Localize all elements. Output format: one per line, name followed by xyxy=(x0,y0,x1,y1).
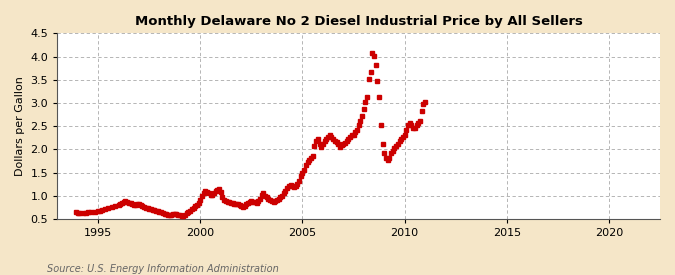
Y-axis label: Dollars per Gallon: Dollars per Gallon xyxy=(15,76,25,176)
Text: Source: U.S. Energy Information Administration: Source: U.S. Energy Information Administ… xyxy=(47,264,279,274)
Title: Monthly Delaware No 2 Diesel Industrial Price by All Sellers: Monthly Delaware No 2 Diesel Industrial … xyxy=(135,15,583,28)
